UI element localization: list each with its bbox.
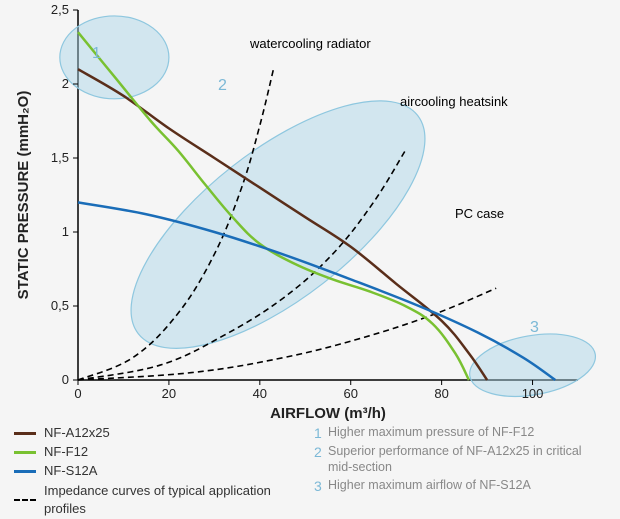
impedance-label: watercooling radiator <box>249 36 371 51</box>
ytick-label: 2 <box>62 76 69 91</box>
legend-swatch <box>14 499 36 501</box>
xtick-label: 80 <box>434 386 448 401</box>
ytick-label: 0,5 <box>51 298 69 313</box>
ytick-label: 2,5 <box>51 2 69 17</box>
ytick-label: 0 <box>62 372 69 387</box>
legend-annotation-number: 2 <box>314 443 328 461</box>
highlight-ellipse-1 <box>60 16 169 99</box>
legend-annotation-text: Higher maximum airflow of NF-S12A <box>328 477 531 493</box>
legend-annotation: 2Superior performance of NF-A12x25 in cr… <box>314 443 588 476</box>
legend-label: NF-S12A <box>44 462 97 480</box>
xtick-label: 40 <box>253 386 267 401</box>
legend-annotation-text: Higher maximum pressure of NF-F12 <box>328 424 534 440</box>
legend-annotation: 1Higher maximum pressure of NF-F12 <box>314 424 588 442</box>
legend-item: Impedance curves of typical application … <box>14 482 284 518</box>
ytick-label: 1 <box>62 224 69 239</box>
x-axis-label: AIRFLOW (m³/h) <box>270 405 386 422</box>
highlight-number: 1 <box>92 45 101 62</box>
ytick-label: 1,5 <box>51 150 69 165</box>
xtick-label: 0 <box>74 386 81 401</box>
highlight-number: 2 <box>218 77 227 94</box>
legend-annotation-text: Superior performance of NF-A12x25 in cri… <box>328 443 588 476</box>
legend-item: NF-S12A <box>14 462 284 480</box>
legend-swatch <box>14 432 36 435</box>
impedance-label: PC case <box>455 206 504 221</box>
y-axis-label: STATIC PRESSURE (mmH₂O) <box>15 91 32 300</box>
xtick-label: 100 <box>522 386 544 401</box>
legend-item: NF-A12x25 <box>14 424 284 442</box>
legend-item: NF-F12 <box>14 443 284 461</box>
legend-annotation: 3Higher maximum airflow of NF-S12A <box>314 477 588 495</box>
legend-swatch <box>14 451 36 454</box>
legend-label: NF-A12x25 <box>44 424 110 442</box>
legend-label: NF-F12 <box>44 443 88 461</box>
impedance-label: aircooling heatsink <box>400 94 508 109</box>
legend-annotations: 1Higher maximum pressure of NF-F122Super… <box>314 424 588 496</box>
legend-series: NF-A12x25NF-F12NF-S12A Impedance curves o… <box>14 424 284 519</box>
highlight-number: 3 <box>530 319 539 336</box>
legend-label: Impedance curves of typical application … <box>44 482 284 518</box>
legend-annotation-number: 3 <box>314 477 328 495</box>
legend-swatch <box>14 470 36 473</box>
xtick-label: 60 <box>343 386 357 401</box>
legend-annotation-number: 1 <box>314 424 328 442</box>
xtick-label: 20 <box>162 386 176 401</box>
